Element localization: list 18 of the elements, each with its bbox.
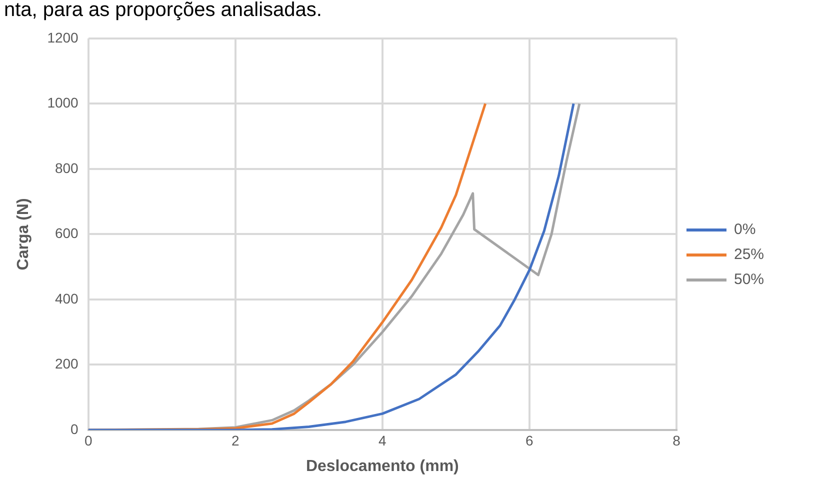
y-tick-label: 1200: [47, 29, 79, 46]
text: nta, para as proporções analisadas.: [3, 0, 323, 21]
x-tick-label: 6: [526, 432, 534, 448]
legend-label: 25%: [734, 246, 764, 264]
y-axis-title: Carga (N): [15, 198, 32, 270]
x-axis-title: Deslocamento (mm): [306, 458, 459, 475]
legend-label: 0%: [734, 221, 756, 238]
x-tick-label: 2: [231, 432, 240, 448]
y-tick-label: 600: [54, 225, 79, 242]
x-tick-label: 4: [378, 432, 387, 448]
y-tick-label: 800: [54, 160, 79, 176]
y-tick-label: 0: [70, 420, 79, 437]
x-tick-label: 8: [672, 432, 681, 448]
legend-label: 50%: [734, 271, 764, 288]
y-tick-label: 1000: [47, 94, 79, 111]
x-tick-label: 0: [84, 432, 92, 448]
y-tick-label: 400: [54, 290, 79, 306]
y-tick-label: 200: [54, 356, 79, 372]
